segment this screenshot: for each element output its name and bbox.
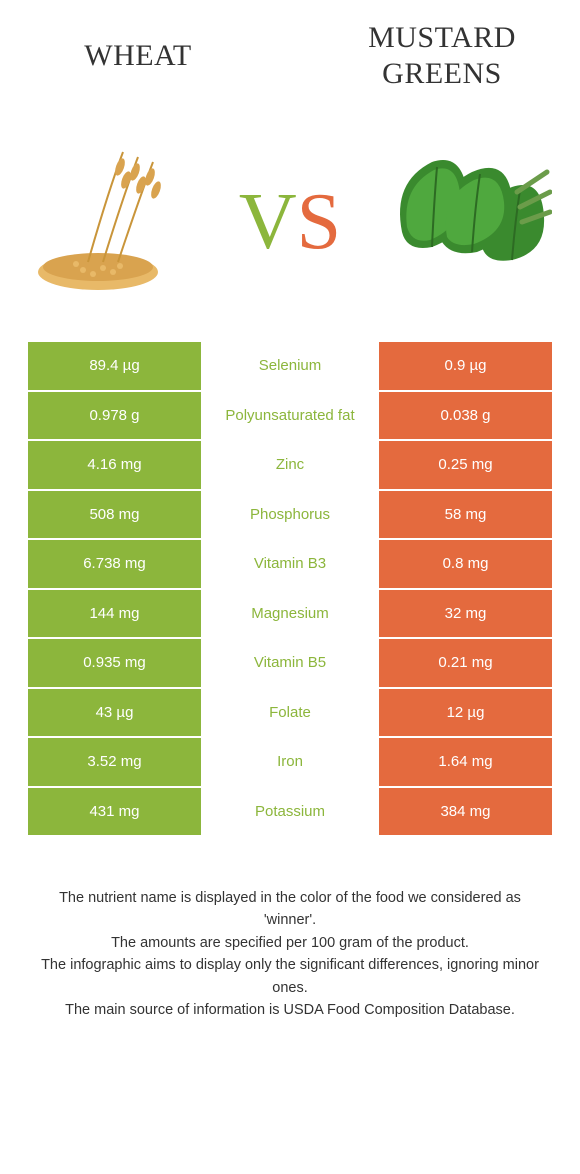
left-value: 144 mg: [28, 590, 203, 638]
nutrient-name: Selenium: [203, 342, 377, 390]
left-value: 6.738 mg: [28, 540, 203, 588]
left-value: 508 mg: [28, 491, 203, 539]
right-value: 384 mg: [377, 788, 552, 836]
left-value: 43 µg: [28, 689, 203, 737]
nutrient-name: Zinc: [203, 441, 377, 489]
vs-label: VS: [239, 177, 341, 268]
right-value: 1.64 mg: [377, 738, 552, 786]
footer-notes: The nutrient name is displayed in the co…: [28, 887, 552, 1022]
table-row: 4.16 mgZinc0.25 mg: [28, 441, 552, 491]
nutrient-name: Iron: [203, 738, 377, 786]
table-row: 508 mgPhosphorus58 mg: [28, 491, 552, 541]
table-row: 144 mgMagnesium32 mg: [28, 590, 552, 640]
left-value: 3.52 mg: [28, 738, 203, 786]
greens-icon: [372, 132, 552, 312]
left-value: 0.978 g: [28, 392, 203, 440]
nutrient-name: Phosphorus: [203, 491, 377, 539]
table-row: 431 mgPotassium384 mg: [28, 788, 552, 838]
table-row: 0.935 mgVitamin B50.21 mg: [28, 639, 552, 689]
right-value: 0.21 mg: [377, 639, 552, 687]
nutrient-name: Folate: [203, 689, 377, 737]
nutrient-table: 89.4 µgSelenium0.9 µg0.978 gPolyunsatura…: [28, 342, 552, 837]
left-food-title: Wheat: [28, 38, 248, 74]
infographic-container: Wheat Mustard Greens: [0, 0, 580, 1042]
nutrient-name: Potassium: [203, 788, 377, 836]
left-value: 4.16 mg: [28, 441, 203, 489]
nutrient-name: Magnesium: [203, 590, 377, 638]
left-value: 89.4 µg: [28, 342, 203, 390]
nutrient-name: Vitamin B5: [203, 639, 377, 687]
table-row: 43 µgFolate12 µg: [28, 689, 552, 739]
footer-line-1: The nutrient name is displayed in the co…: [38, 887, 542, 932]
nutrient-name: Polyunsaturated fat: [203, 392, 377, 440]
footer-line-3: The infographic aims to display only the…: [38, 954, 542, 999]
wheat-icon: [28, 132, 208, 312]
table-row: 6.738 mgVitamin B30.8 mg: [28, 540, 552, 590]
vs-row: VS: [28, 132, 552, 312]
right-food-title: Mustard Greens: [332, 20, 552, 92]
right-value: 0.8 mg: [377, 540, 552, 588]
footer-line-4: The main source of information is USDA F…: [38, 999, 542, 1021]
right-value: 12 µg: [377, 689, 552, 737]
header-row: Wheat Mustard Greens: [28, 20, 552, 92]
footer-line-2: The amounts are specified per 100 gram o…: [38, 932, 542, 954]
wheat-image: [28, 132, 208, 312]
right-value: 0.25 mg: [377, 441, 552, 489]
table-row: 89.4 µgSelenium0.9 µg: [28, 342, 552, 392]
left-value: 431 mg: [28, 788, 203, 836]
right-value: 0.9 µg: [377, 342, 552, 390]
right-value: 58 mg: [377, 491, 552, 539]
right-value: 0.038 g: [377, 392, 552, 440]
right-value: 32 mg: [377, 590, 552, 638]
nutrient-name: Vitamin B3: [203, 540, 377, 588]
mustard-greens-image: [372, 132, 552, 312]
table-row: 3.52 mgIron1.64 mg: [28, 738, 552, 788]
vs-v: V: [239, 178, 297, 266]
vs-s: S: [297, 178, 342, 266]
table-row: 0.978 gPolyunsaturated fat0.038 g: [28, 392, 552, 442]
left-value: 0.935 mg: [28, 639, 203, 687]
